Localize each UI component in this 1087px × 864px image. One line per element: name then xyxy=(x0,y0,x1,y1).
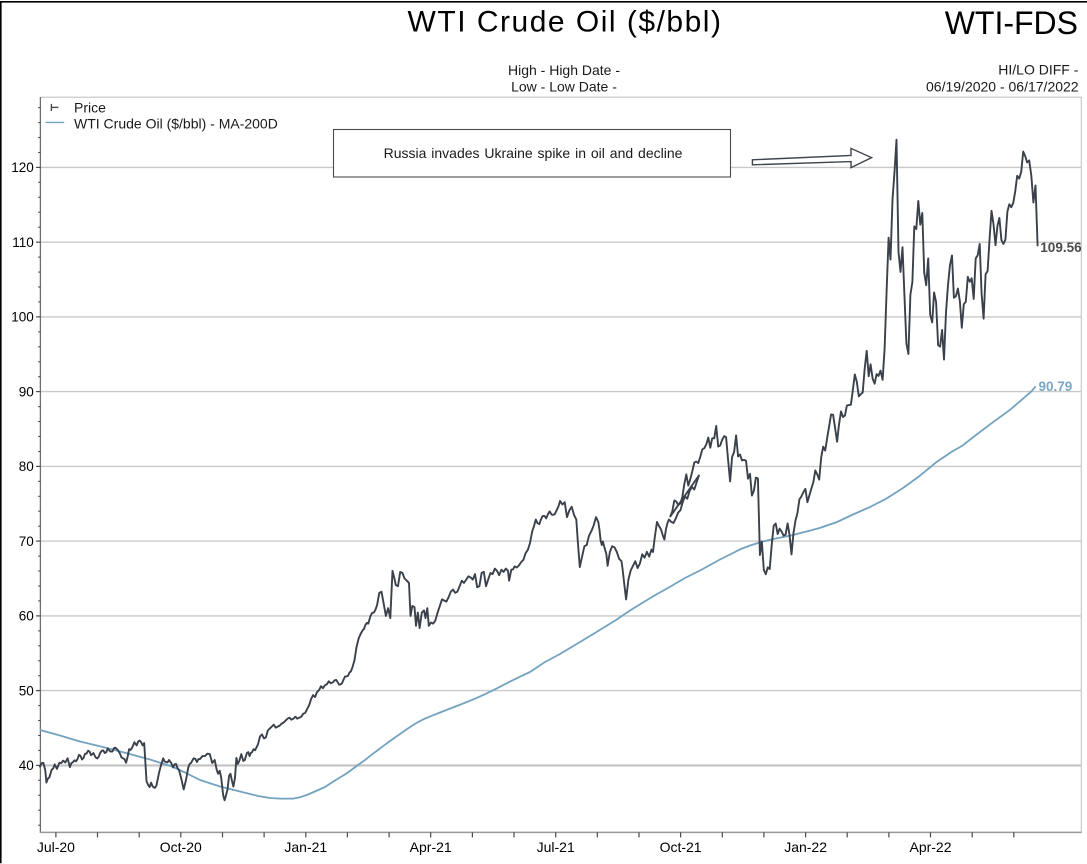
svg-text:WTI Crude Oil ($/bbl) - MA-200: WTI Crude Oil ($/bbl) - MA-200D xyxy=(74,115,278,131)
svg-text:HI/LO DIFF -: HI/LO DIFF - xyxy=(998,62,1078,78)
svg-text:70: 70 xyxy=(19,534,34,549)
svg-text:80: 80 xyxy=(19,459,34,474)
svg-text:100: 100 xyxy=(11,310,34,325)
svg-text:109.56: 109.56 xyxy=(1040,240,1082,255)
svg-text:Jul-20: Jul-20 xyxy=(37,839,75,855)
svg-text:Price: Price xyxy=(74,99,106,115)
svg-text:Oct-21: Oct-21 xyxy=(660,839,702,855)
svg-text:90.79: 90.79 xyxy=(1039,379,1073,394)
svg-text:06/19/2020 - 06/17/2022: 06/19/2020 - 06/17/2022 xyxy=(926,79,1079,95)
svg-text:Apr-21: Apr-21 xyxy=(410,839,452,855)
svg-text:Low - Low Date -: Low - Low Date - xyxy=(511,78,617,94)
svg-text:High - High Date -: High - High Date - xyxy=(508,62,620,78)
svg-text:60: 60 xyxy=(19,609,34,624)
svg-text:Jan-22: Jan-22 xyxy=(784,839,827,855)
svg-text:50: 50 xyxy=(19,683,34,698)
svg-text:Jan-21: Jan-21 xyxy=(284,839,327,855)
svg-text:WTI-FDS: WTI-FDS xyxy=(945,5,1078,41)
svg-text:120: 120 xyxy=(11,160,34,175)
svg-text:WTI Crude Oil ($/bbl): WTI Crude Oil ($/bbl) xyxy=(408,5,723,38)
svg-text:Jul-21: Jul-21 xyxy=(537,839,575,855)
svg-text:40: 40 xyxy=(19,758,34,773)
svg-text:Oct-20: Oct-20 xyxy=(160,839,202,855)
svg-text:Russia invades Ukraine spike i: Russia invades Ukraine spike in oil and … xyxy=(384,145,683,161)
svg-text:110: 110 xyxy=(12,235,34,250)
svg-text:90: 90 xyxy=(19,384,34,399)
svg-text:Apr-22: Apr-22 xyxy=(909,839,951,855)
